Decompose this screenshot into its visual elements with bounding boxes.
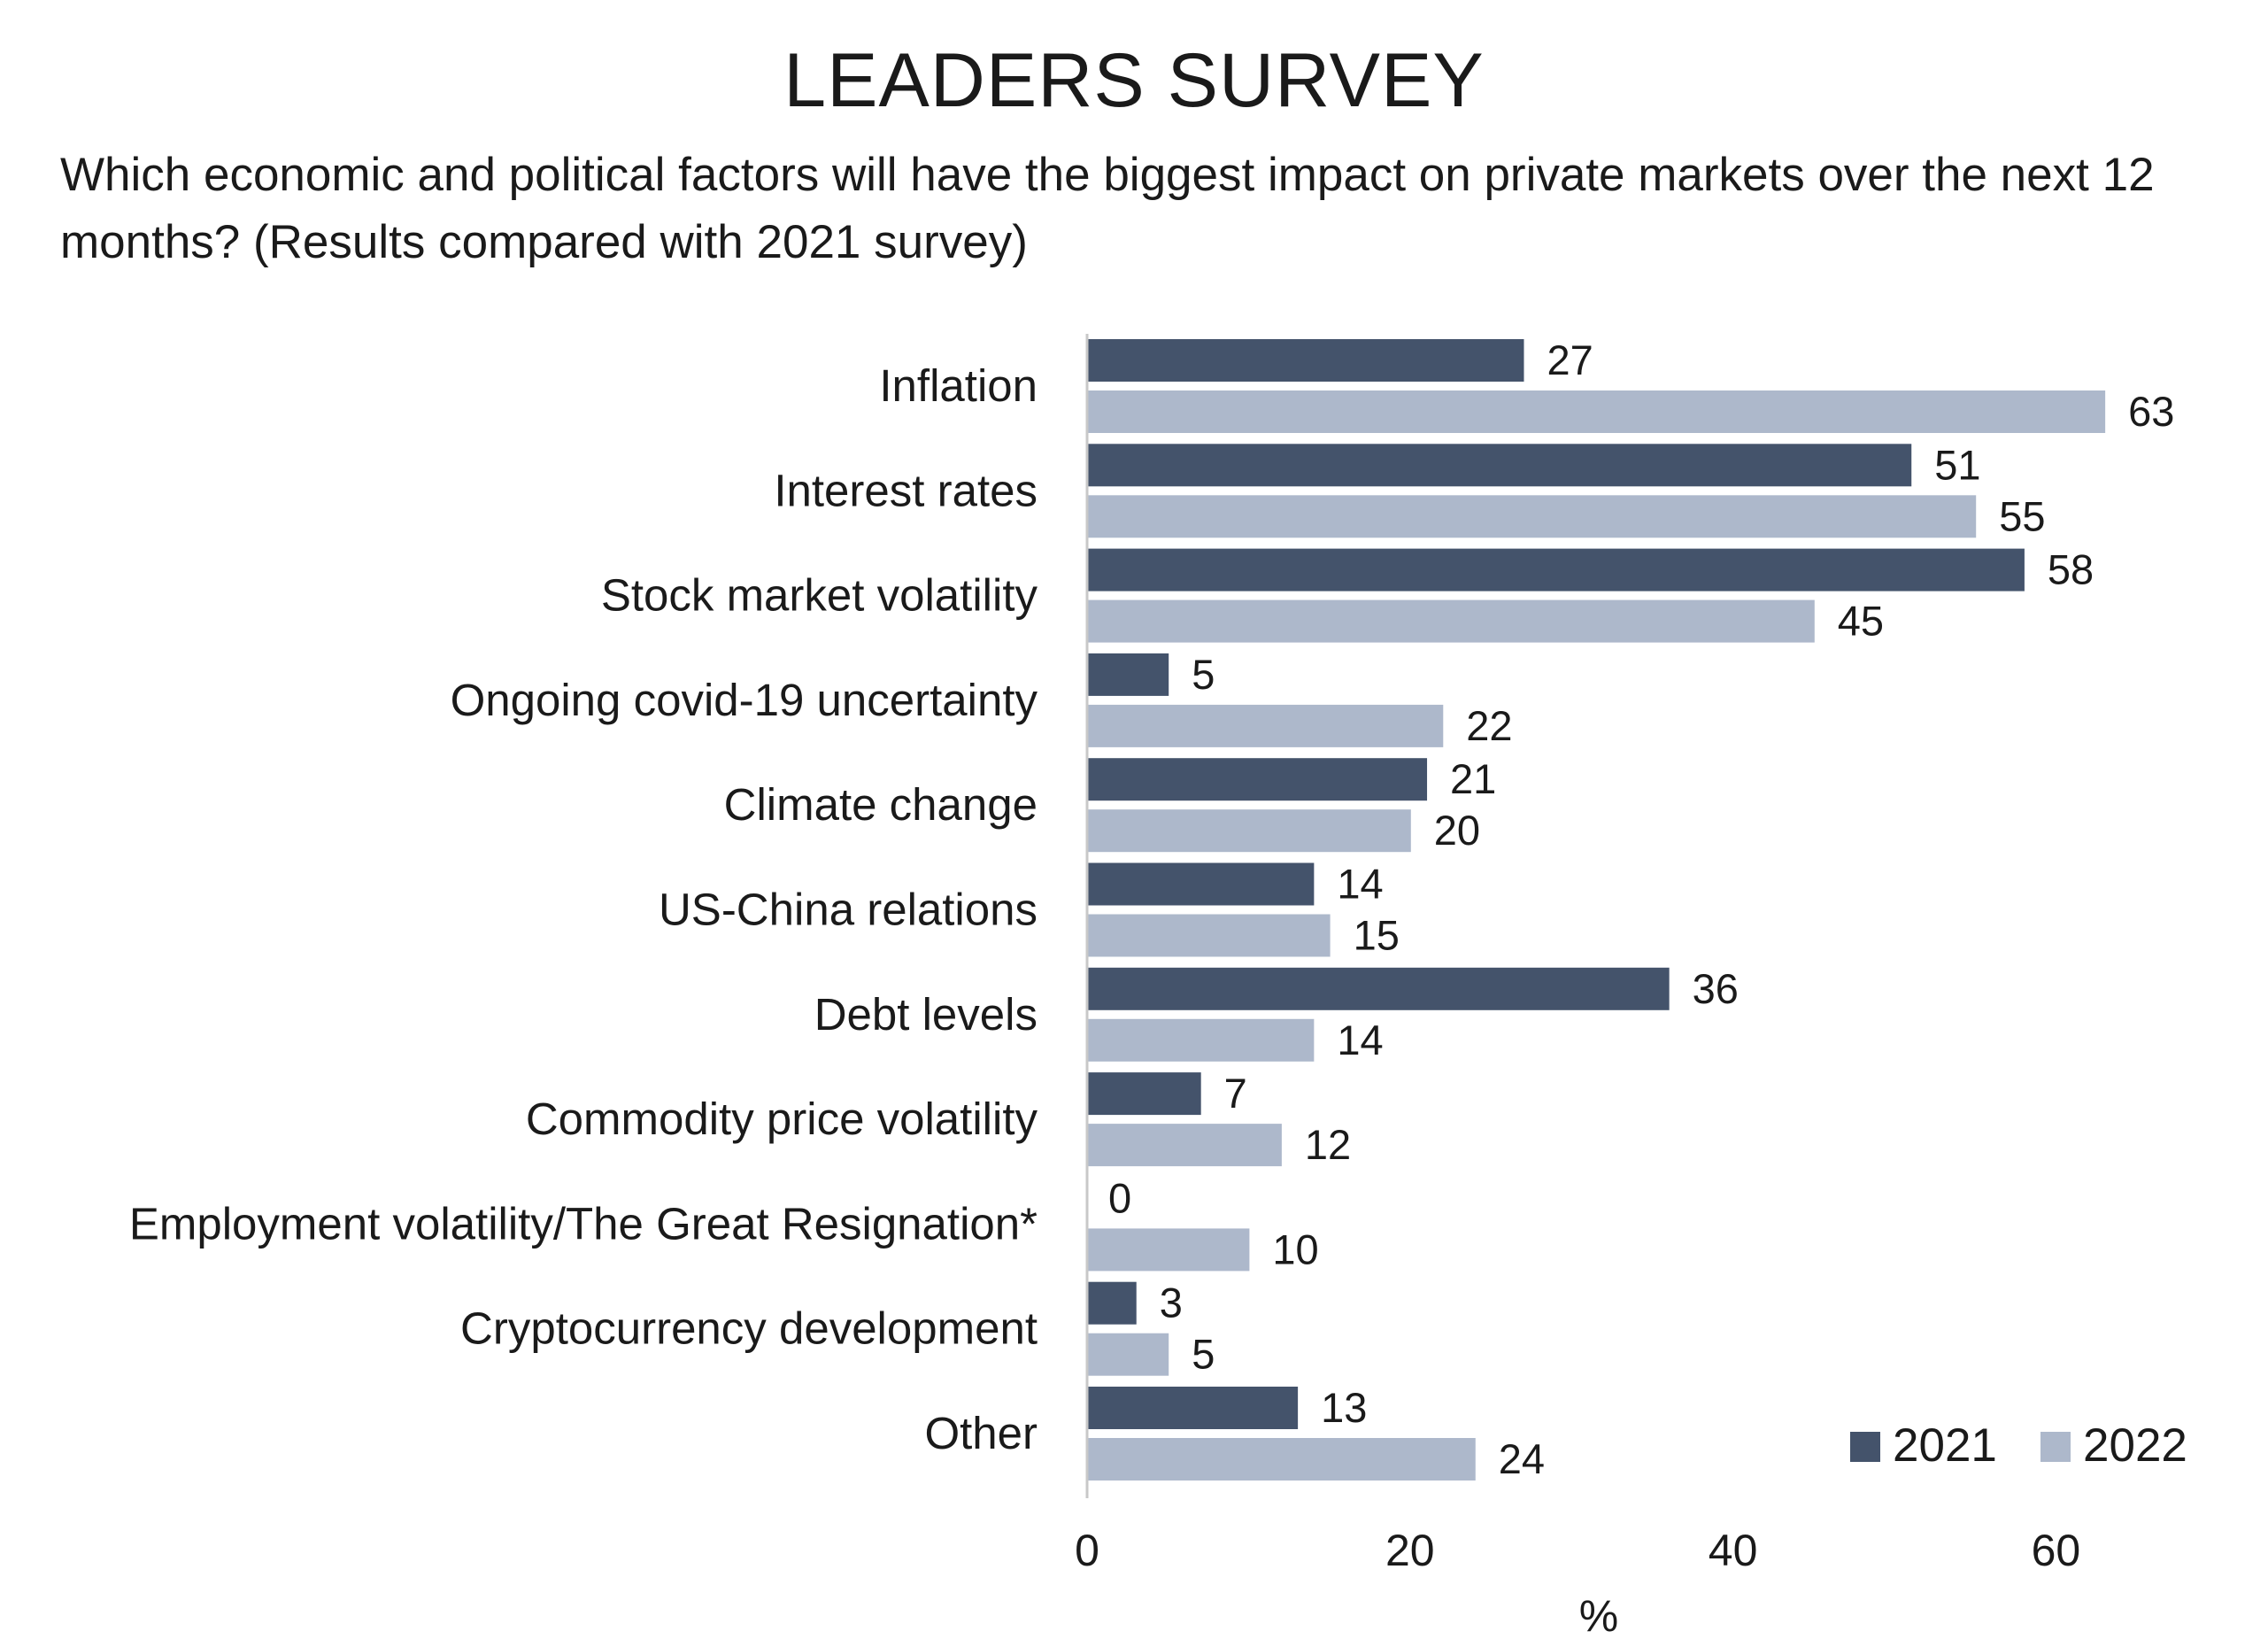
category-label-7: Debt levels <box>814 989 1038 1040</box>
x-tick-labels-group: 0 20 40 60 <box>1075 1526 2080 1575</box>
bar-2022-4 <box>1088 704 1444 747</box>
bar-2022-9 <box>1088 1228 1250 1272</box>
bar-2021-5 <box>1088 758 1428 801</box>
category-label-10: Cryptocurrency development <box>460 1303 1038 1354</box>
bar-2022-2 <box>1088 495 1977 538</box>
value-label-2021-5: 21 <box>1450 755 1496 802</box>
x-tick-label-3: 40 <box>1709 1526 1758 1575</box>
x-tick-label-4: 60 <box>2032 1526 2081 1575</box>
bar-2022-7 <box>1088 1018 1315 1062</box>
value-label-2021-9: 0 <box>1108 1174 1131 1221</box>
x-axis-title: % <box>1579 1591 1618 1639</box>
bar-2022-10 <box>1088 1333 1169 1376</box>
legend-swatch-2021 <box>1850 1432 1880 1462</box>
chart-subtitle: Which economic and political factors wil… <box>60 149 2155 268</box>
value-label-2021-10: 3 <box>1160 1280 1183 1326</box>
value-label-2022-8: 12 <box>1305 1121 1351 1168</box>
value-label-2022-5: 20 <box>1434 807 1480 854</box>
category-label-1: Inflation <box>879 360 1038 411</box>
bar-2022-11 <box>1088 1438 1476 1481</box>
bar-2021-10 <box>1088 1281 1137 1325</box>
legend-swatch-2022 <box>2040 1432 2071 1462</box>
value-label-2022-4: 22 <box>1466 702 1512 749</box>
value-label-2021-6: 14 <box>1337 861 1383 908</box>
x-tick-label-2: 20 <box>1385 1526 1435 1575</box>
bar-2021-7 <box>1088 967 1670 1010</box>
bar-2021-8 <box>1088 1072 1201 1116</box>
value-label-2022-11: 24 <box>1499 1435 1545 1482</box>
value-label-2022-9: 10 <box>1272 1225 1318 1272</box>
category-label-4: Ongoing covid-19 uncertainty <box>451 675 1038 725</box>
value-label-2021-8: 7 <box>1224 1070 1247 1117</box>
value-label-2022-1: 63 <box>2128 388 2174 435</box>
bar-2022-5 <box>1088 809 1411 853</box>
bar-2021-6 <box>1088 862 1315 906</box>
category-label-8: Commodity price volatility <box>526 1094 1038 1144</box>
category-label-5: Climate change <box>724 779 1038 830</box>
bar-2022-3 <box>1088 599 1815 643</box>
bar-2022-8 <box>1088 1124 1282 1167</box>
value-label-2021-7: 36 <box>1693 965 1739 1012</box>
legend: 2021 2022 <box>1850 1419 2187 1472</box>
bar-2021-2 <box>1088 444 1912 487</box>
bar-2021-3 <box>1088 548 2025 591</box>
value-label-2022-10: 5 <box>1192 1331 1215 1378</box>
category-label-2: Interest rates <box>774 465 1038 515</box>
category-label-3: Stock market volatility <box>601 570 1038 621</box>
bar-2021-1 <box>1088 339 1524 382</box>
value-label-2021-3: 58 <box>2048 546 2094 593</box>
x-tick-label-1: 0 <box>1075 1526 1099 1575</box>
bar-2021-4 <box>1088 653 1169 696</box>
value-label-2022-7: 14 <box>1337 1017 1383 1063</box>
chart-title: LEADERS SURVEY <box>783 38 1485 123</box>
bars-group <box>1088 339 2106 1481</box>
bar-2022-1 <box>1088 390 2106 433</box>
legend-label-2022: 2022 <box>2083 1419 2187 1472</box>
category-label-6: US-China relations <box>659 885 1038 935</box>
value-label-2021-4: 5 <box>1192 651 1215 698</box>
value-label-2021-1: 27 <box>1547 336 1593 383</box>
category-label-11: Other <box>924 1408 1038 1458</box>
category-labels-group: Inflation Interest rates Stock market vola… <box>129 360 1038 1458</box>
value-label-2021-2: 51 <box>1934 441 1980 488</box>
value-label-2022-3: 45 <box>1838 598 1884 645</box>
bar-2022-6 <box>1088 914 1331 957</box>
category-label-9: Employment volatility/The Great Resignat… <box>129 1198 1038 1249</box>
value-label-2022-2: 55 <box>1999 492 2045 539</box>
value-label-2022-6: 15 <box>1354 912 1400 959</box>
legend-label-2021: 2021 <box>1893 1419 1997 1472</box>
value-label-2021-11: 13 <box>1321 1384 1367 1431</box>
bar-2021-11 <box>1088 1387 1299 1429</box>
